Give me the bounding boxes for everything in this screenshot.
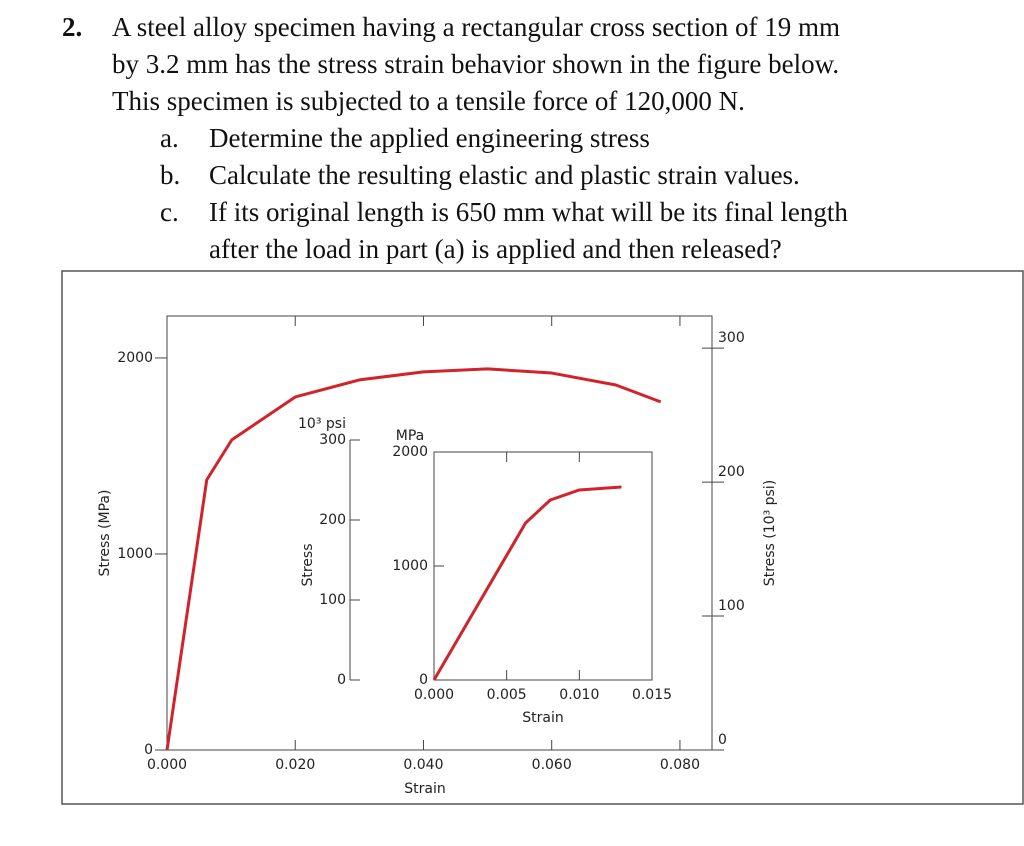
item-label: b. (160, 160, 180, 190)
question-line: A steel alloy specimen having a rectangu… (112, 12, 840, 42)
item-line: after the load in part (a) is applied an… (209, 234, 782, 264)
curve (165, 367, 662, 751)
y2-tick-label: 100 (319, 592, 346, 608)
y-axis-title: Stress (300, 543, 316, 586)
item-label: a. (160, 123, 179, 153)
y2-tick-label: 200 (319, 512, 346, 528)
item-line: Calculate the resulting elastic and plas… (209, 160, 800, 190)
y2-tick-label: 300 (718, 330, 745, 346)
x-axis-title: Strain (522, 710, 563, 726)
x-tick-label: 0.005 (487, 687, 527, 703)
y-unit: MPa (396, 428, 424, 444)
curve (432, 485, 622, 681)
y2-tick-label: 300 (319, 432, 346, 448)
item-line: If its original length is 650 mm what wi… (209, 197, 848, 227)
y-tick-label: 0 (419, 672, 428, 688)
y-tick-label: 1000 (117, 546, 153, 562)
x-tick-label: 0.000 (414, 687, 454, 703)
x-tick-label: 0.040 (403, 757, 443, 773)
item-label: c. (160, 197, 179, 227)
x-tick-label: 0.000 (147, 757, 187, 773)
y2-axis-title: Stress (10³ psi) (762, 480, 778, 586)
y2-unit: 10³ psi (298, 416, 346, 432)
plot-frame (166, 315, 713, 751)
y2-tick-label: 100 (718, 598, 745, 614)
question-number: 2. (62, 12, 82, 42)
x-tick-label: 0.015 (632, 687, 672, 703)
y-tick-label: 2000 (392, 444, 428, 460)
y2-tick-label: 0 (337, 672, 346, 688)
x-tick-label: 0.020 (275, 757, 315, 773)
y2-tick-label: 0 (718, 732, 727, 748)
x-tick-label: 0.080 (660, 757, 700, 773)
x-tick-label: 0.010 (559, 687, 599, 703)
y-tick-label: 2000 (117, 350, 153, 366)
question-line: This specimen is subjected to a tensile … (112, 86, 745, 116)
y-tick-label: 1000 (392, 558, 428, 574)
y2-tick-label: 200 (718, 464, 745, 480)
y-axis-title: Stress (MPa) (97, 490, 113, 577)
x-tick-label: 0.060 (532, 757, 572, 773)
y-tick-label: 0 (144, 742, 153, 758)
item-line: Determine the applied engineering stress (209, 123, 650, 153)
question-line: by 3.2 mm has the stress strain behavior… (112, 49, 839, 79)
x-axis-title: Strain (404, 781, 445, 797)
figure-frame (61, 270, 1024, 805)
